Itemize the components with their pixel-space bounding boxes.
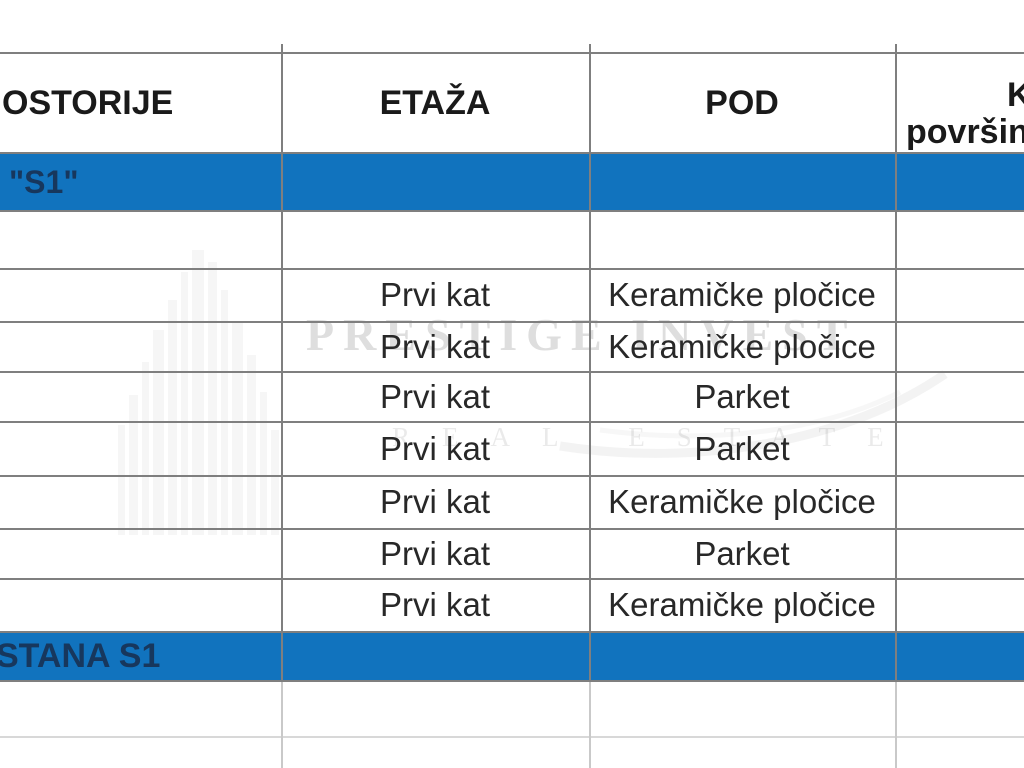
column-header-etaza: ETAŽA: [379, 83, 491, 122]
cell-pod: Parket: [694, 429, 790, 467]
column-header-prostorije: OSTORIJE: [2, 83, 174, 122]
gridline: [0, 631, 1024, 633]
watermark-tagline-text: REAL ESTATE: [392, 422, 916, 452]
column-header-povrsina-line2: površin: [906, 113, 1024, 151]
gridline: [281, 44, 283, 682]
cell-etaza: Prvi kat: [379, 534, 491, 572]
column-header-povrsina-line1: K: [1007, 76, 1024, 114]
gridline: [0, 321, 1024, 323]
section-band-s1: [0, 153, 1024, 211]
gridline: [0, 421, 1024, 423]
cell-pod: Keramičke pločice: [608, 483, 876, 520]
cell-etaza: Prvi kat: [379, 483, 491, 520]
cell-etaza: Prvi kat: [379, 429, 491, 467]
cell-pod: Keramičke pločice: [608, 276, 876, 313]
gridline: [0, 371, 1024, 373]
gridline: [0, 52, 1024, 54]
cell-etaza: Prvi kat: [379, 327, 491, 365]
gridline: [0, 736, 1024, 738]
column-header-pod: POD: [705, 83, 779, 122]
gridline: [0, 210, 1024, 212]
cell-pod: Keramičke pločice: [608, 586, 876, 623]
cell-etaza: Prvi kat: [379, 377, 491, 415]
section-label-s1: "S1": [9, 163, 79, 200]
section-label-stana-s1: STANA S1: [0, 637, 161, 675]
cell-pod: Parket: [694, 534, 790, 572]
gridline: [0, 152, 1024, 154]
gridline: [0, 475, 1024, 477]
gridline: [589, 682, 591, 768]
gridline: [589, 44, 591, 682]
section-band-stana: [0, 632, 1024, 681]
gridline: [0, 528, 1024, 530]
cell-pod: Keramičke pločice: [608, 327, 876, 365]
cell-pod: Parket: [694, 377, 790, 415]
gridline: [895, 682, 897, 768]
cell-etaza: Prvi kat: [379, 586, 491, 623]
gridline: [895, 44, 897, 682]
gridline: [0, 680, 1024, 682]
watermark-brand-text: PRESTIGE INVEST: [306, 309, 857, 360]
gridline: [281, 682, 283, 768]
gridline: [0, 268, 1024, 270]
gridline: [0, 578, 1024, 580]
cell-etaza: Prvi kat: [379, 276, 491, 313]
